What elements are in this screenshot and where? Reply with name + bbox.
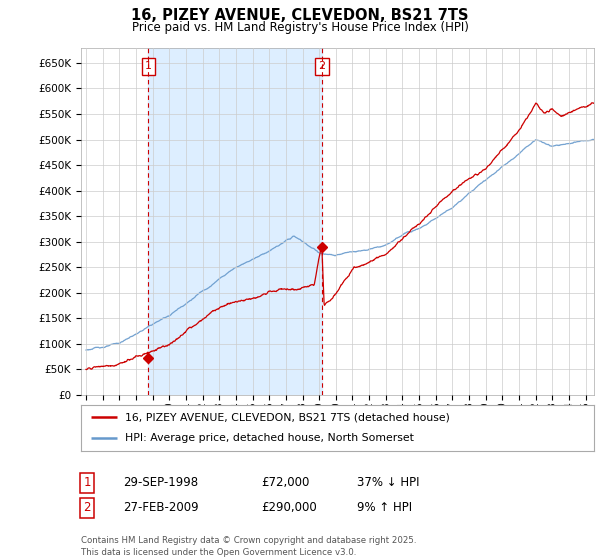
Text: 1: 1 bbox=[145, 62, 152, 72]
Bar bbox=[148, 48, 322, 395]
Text: Price paid vs. HM Land Registry's House Price Index (HPI): Price paid vs. HM Land Registry's House … bbox=[131, 21, 469, 34]
Text: 1: 1 bbox=[83, 476, 91, 489]
Text: 2: 2 bbox=[318, 62, 325, 72]
Text: Contains HM Land Registry data © Crown copyright and database right 2025.
This d: Contains HM Land Registry data © Crown c… bbox=[81, 536, 416, 557]
Text: 16, PIZEY AVENUE, CLEVEDON, BS21 7TS: 16, PIZEY AVENUE, CLEVEDON, BS21 7TS bbox=[131, 8, 469, 24]
Text: 9% ↑ HPI: 9% ↑ HPI bbox=[357, 501, 412, 515]
Text: 27-FEB-2009: 27-FEB-2009 bbox=[123, 501, 199, 515]
Text: 37% ↓ HPI: 37% ↓ HPI bbox=[357, 476, 419, 489]
Text: £290,000: £290,000 bbox=[261, 501, 317, 515]
Text: 16, PIZEY AVENUE, CLEVEDON, BS21 7TS (detached house): 16, PIZEY AVENUE, CLEVEDON, BS21 7TS (de… bbox=[125, 412, 449, 422]
Text: 29-SEP-1998: 29-SEP-1998 bbox=[123, 476, 198, 489]
Text: 2: 2 bbox=[83, 501, 91, 515]
Text: £72,000: £72,000 bbox=[261, 476, 310, 489]
Text: HPI: Average price, detached house, North Somerset: HPI: Average price, detached house, Nort… bbox=[125, 433, 413, 444]
